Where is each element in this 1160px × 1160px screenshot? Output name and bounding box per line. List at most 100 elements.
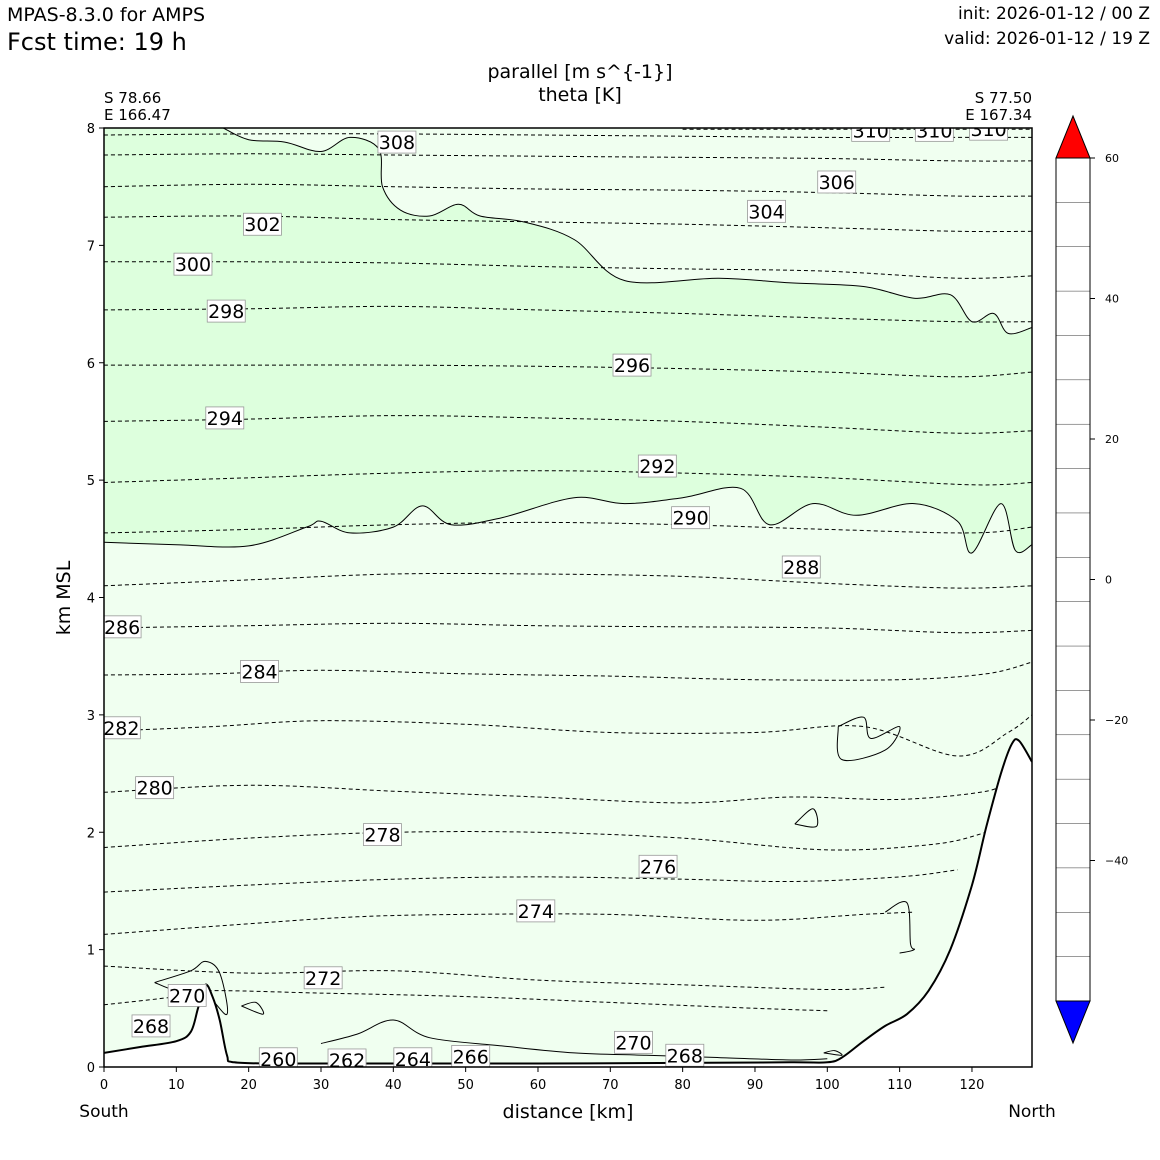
contour-label: 270 [167,984,207,1007]
colorbar-tick-label: 40 [1105,293,1119,306]
wind-contour [884,901,916,954]
contour-label-box [104,716,141,740]
theta-contour [104,305,1032,323]
contour-label-text: 270 [169,985,205,1007]
shading-band [104,128,1032,554]
x-tick-label: 50 [457,1078,474,1093]
colorbar-frame [1055,157,1091,1002]
contour-label: 264 [393,1047,433,1071]
contour-label: 276 [638,854,678,878]
contour-label: 266 [451,1045,491,1067]
contour-label-text: 264 [395,1049,431,1071]
theta-contour [104,153,1032,162]
model-title: MPAS-8.3.0 for AMPS [7,4,206,26]
contour-label-text: 268 [667,1045,703,1067]
contour-label: 274 [516,899,556,923]
contour-label: 310 [969,128,1009,141]
contour-label-text: 270 [615,1032,651,1054]
contour-label-text: 278 [364,825,400,847]
colorbar-top-arrow [1055,114,1091,159]
wind-contour [823,1050,843,1056]
contour-label-box [258,1047,298,1067]
contour-label: 262 [327,1048,367,1072]
contour-label-box [451,1045,491,1067]
init-time: init: 2026-01-12 / 00 Z [957,4,1150,24]
contour-label: 286 [104,615,142,639]
theta-contour [104,521,1032,534]
contour-label-text: 286 [104,617,140,639]
contour-label: 296 [612,353,652,377]
theta-contour [104,965,886,991]
theta-contour [104,133,1032,138]
theta-contour [104,778,1009,804]
contour-label: 294 [205,406,245,430]
contour-label-box [516,899,556,923]
contour-label-text: 296 [614,355,650,377]
theta-contour [104,622,1032,634]
contour-label-box [206,299,246,323]
end-lon-label: E 167.34 [965,106,1032,124]
contour-label-box [969,128,1009,141]
contour-label-box [131,1014,171,1038]
x-tick-label: 90 [747,1078,764,1093]
y-tick-label: 2 [87,826,95,841]
contour-label: 290 [671,506,711,530]
contour-label-box [638,854,678,878]
y-tick-label: 1 [87,944,95,959]
y-tick-label: 7 [87,239,95,254]
contour-label-text: 292 [639,456,675,478]
contour-label-box [817,170,857,194]
x-tick-label: 70 [602,1078,619,1093]
contour-label-text: 306 [819,172,855,194]
theta-contour [104,364,1032,378]
wind-contour [104,486,1032,554]
contour-label: 282 [103,716,141,740]
contour-label: 268 [665,1043,705,1067]
forecast-time: Fcst time: 19 h [7,28,187,56]
x-tick-label: 30 [313,1078,330,1093]
wind-contour [320,1019,828,1061]
contour-label-text: 298 [208,301,244,323]
contour-label-text: 276 [640,856,676,878]
contour-label: 310 [914,128,954,142]
colorbar-tick-label: 60 [1105,152,1119,165]
colorbar-tick-label: −40 [1105,855,1128,868]
contour-label: 280 [135,776,175,800]
contour-label-box [377,130,417,154]
contour-label: 272 [303,966,343,990]
x-tick-label: 80 [674,1078,691,1093]
contour-label: 292 [637,454,677,478]
x-tick-label: 20 [240,1078,257,1093]
x-tick-label: 100 [815,1078,840,1093]
contour-label-text: 300 [175,254,211,276]
theta-contour [104,415,1032,434]
contour-label-box [914,128,954,142]
contour-label-text: 294 [207,408,243,430]
theta-contour [104,990,828,1012]
x-tick-label: 10 [168,1078,185,1093]
contour-label-box [612,353,652,377]
contour-label: 308 [377,130,417,154]
theta-contour [104,470,1032,486]
contour-label: 268 [131,1014,171,1038]
contour-label: 260 [258,1047,298,1067]
contour-label-text: 302 [244,214,280,236]
contour-label-box [393,1047,433,1067]
terrain-fill [104,739,1032,1067]
contour-label-box [135,776,175,800]
valid-time: valid: 2026-01-12 / 19 Z [944,29,1150,49]
x-tick-label: 120 [960,1078,985,1093]
y-axis-label: km MSL [53,560,75,635]
contour-label-text: 262 [329,1050,365,1072]
y-tick-label: 0 [87,1061,95,1076]
contour-label-box [781,555,821,579]
contour-label-box [104,615,142,639]
contour-label-text: 268 [133,1016,169,1038]
contour-label: 304 [747,199,786,223]
contour-label-box [851,128,891,142]
contour-label-text: 284 [241,661,277,683]
contour-label-text: 282 [103,718,139,740]
contour-label-box [671,506,711,530]
x-tick-label: 40 [385,1078,402,1093]
north-label: North [1008,1102,1056,1122]
